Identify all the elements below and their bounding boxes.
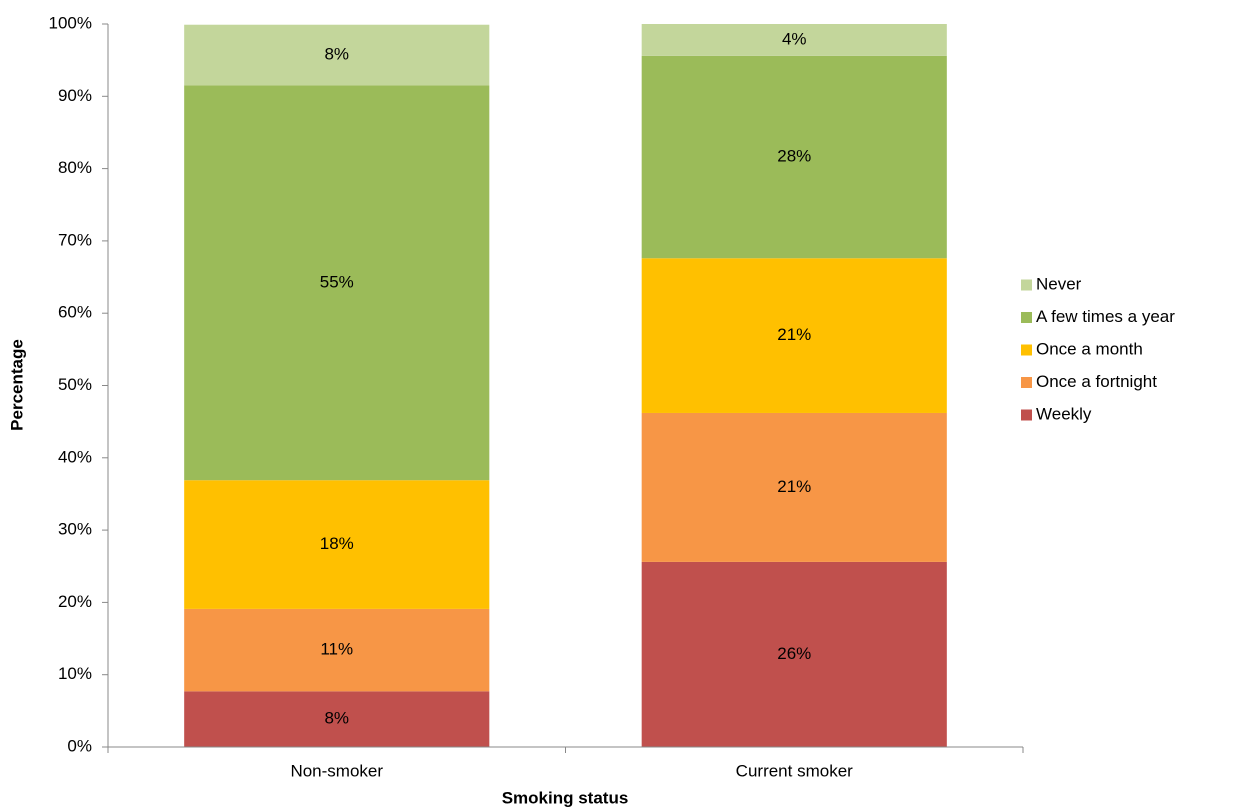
- legend-swatch: [1021, 377, 1032, 388]
- legend-swatch: [1021, 312, 1032, 323]
- y-tick-label: 70%: [58, 230, 92, 249]
- y-tick-label: 100%: [49, 13, 92, 32]
- bar-segment: [641, 55, 947, 259]
- data-label: 4%: [782, 29, 807, 48]
- bar-segment: [641, 561, 947, 747]
- bar-segment: [184, 85, 490, 481]
- y-tick-label: 20%: [58, 592, 92, 611]
- legend-swatch: [1021, 344, 1032, 356]
- legend-swatch: [1021, 279, 1032, 291]
- x-axis-title: Smoking status: [502, 788, 629, 807]
- bar-segment: [184, 480, 490, 609]
- data-label: 11%: [320, 640, 353, 659]
- y-axis-title: Percentage: [7, 339, 26, 431]
- legend-label: Once a fortnight: [1036, 372, 1157, 391]
- data-label: 8%: [324, 45, 349, 64]
- x-tick-label: Non-smoker: [290, 761, 383, 780]
- bar-segment: [184, 608, 490, 692]
- data-label: 26%: [777, 644, 811, 663]
- data-label: 8%: [324, 709, 349, 728]
- data-label: 21%: [777, 325, 811, 344]
- y-tick-label: 50%: [58, 375, 92, 394]
- y-tick-label: 90%: [58, 86, 92, 105]
- y-tick-label: 40%: [58, 447, 92, 466]
- y-tick-label: 10%: [58, 664, 92, 683]
- y-tick-label: 60%: [58, 303, 92, 322]
- bar-segment: [641, 258, 947, 413]
- y-tick-label: 0%: [67, 736, 92, 755]
- bar-segment: [641, 412, 947, 562]
- y-tick-label: 30%: [58, 520, 92, 539]
- data-label: 18%: [320, 534, 354, 553]
- legend-swatch: [1021, 409, 1032, 421]
- legend-label: A few times a year: [1036, 307, 1175, 326]
- bar-segment: [641, 24, 947, 56]
- y-tick-label: 80%: [58, 158, 92, 177]
- x-tick-label: Current smoker: [736, 761, 853, 780]
- data-label: 55%: [320, 272, 354, 291]
- legend-label: Weekly: [1036, 404, 1092, 423]
- data-label: 28%: [777, 147, 811, 166]
- legend-label: Once a month: [1036, 339, 1143, 358]
- bar-segment: [184, 24, 490, 86]
- bar-segment: [184, 691, 490, 747]
- legend-label: Never: [1036, 274, 1082, 293]
- data-label: 21%: [777, 477, 811, 496]
